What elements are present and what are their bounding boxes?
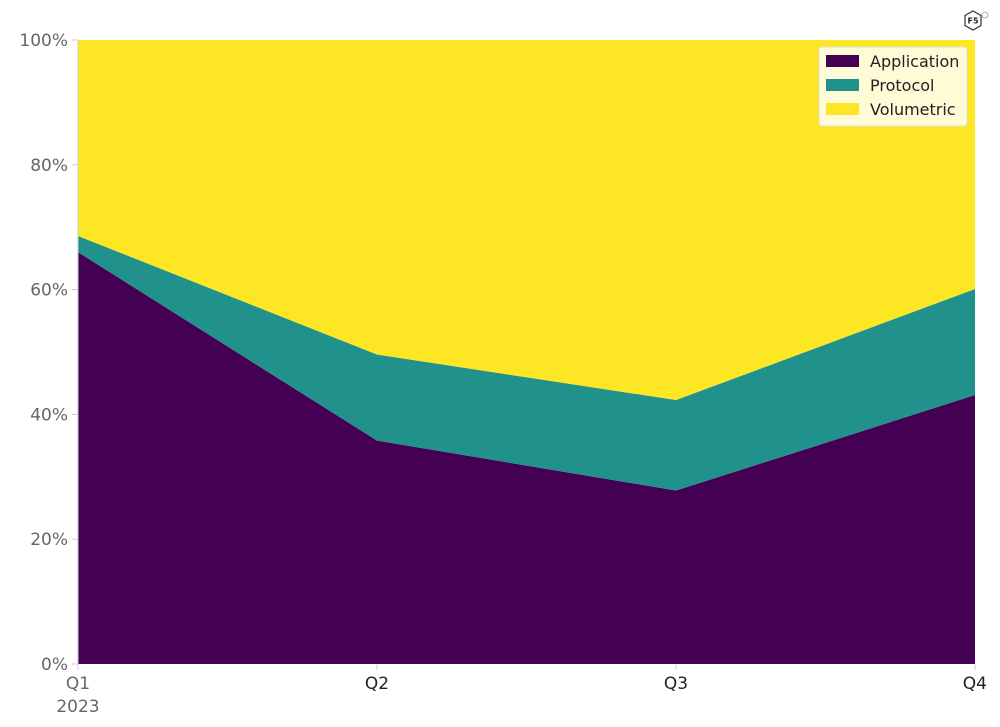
y-tick-label: 40% [30, 405, 68, 425]
area-application [78, 252, 975, 664]
y-tick-label: 60% [30, 281, 68, 301]
legend-label: Volumetric [870, 100, 956, 119]
x-axis-ticks: Q1 2023 Q2 Q3 Q4 [56, 664, 987, 717]
area-volumetric [78, 40, 975, 401]
logo-badge-icon [981, 11, 989, 19]
x-tick-sublabel: 2023 [56, 697, 99, 717]
legend-label: Application [870, 52, 959, 71]
y-tick-label: 0% [41, 655, 68, 675]
y-axis-ticks: 0% 20% 40% 60% 80% 100% [19, 31, 78, 675]
legend-swatch [826, 55, 859, 67]
y-tick-label: 20% [30, 530, 68, 550]
logo-text: F5 [967, 17, 978, 26]
f5-logo-icon: F5 [964, 10, 989, 31]
y-tick-label: 80% [30, 156, 68, 176]
legend: Application Protocol Volumetric [818, 46, 968, 127]
area-protocol [78, 235, 975, 491]
x-tick-label: Q2 [365, 674, 389, 694]
y-tick-label: 100% [19, 31, 68, 51]
legend-label: Protocol [870, 76, 934, 95]
legend-swatch [826, 79, 859, 91]
x-tick-label: Q3 [664, 674, 688, 694]
legend-swatch [826, 103, 859, 115]
area-series-group [78, 40, 975, 664]
x-tick-label: Q1 [66, 674, 90, 694]
x-tick-label: Q4 [963, 674, 987, 694]
